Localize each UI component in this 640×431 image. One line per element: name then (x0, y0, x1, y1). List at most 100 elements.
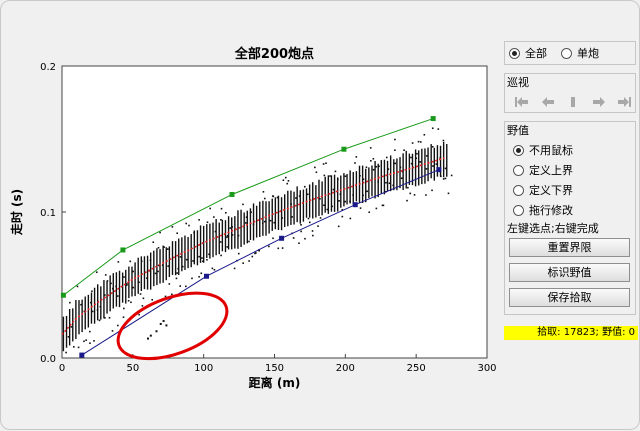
outlier-point (157, 246, 160, 249)
outlier-point (167, 265, 169, 267)
outlier-point (423, 133, 426, 136)
outlier-point (444, 167, 447, 170)
outlier-point (159, 322, 162, 325)
outlier-point (91, 290, 93, 293)
wild-radio-drag[interactable]: 拖行修改 (505, 200, 635, 220)
outlier-point (349, 217, 352, 220)
wild-radio-no-mouse[interactable]: 不用鼠标 (505, 140, 635, 160)
outlier-point (117, 324, 119, 327)
outlier-point (277, 247, 280, 250)
lower-bound-line-marker (436, 167, 442, 173)
mode-label-single: 单炮 (577, 47, 599, 60)
outlier-point (322, 163, 325, 165)
outlier-point (406, 199, 408, 202)
outlier-point (165, 324, 168, 327)
outlier-point (387, 168, 390, 170)
outlier-point (447, 192, 450, 195)
outlier-point (67, 336, 70, 338)
patrol-nav (505, 92, 635, 112)
outlier-point (432, 145, 434, 148)
outlier-point (276, 196, 279, 199)
patrol-title: 巡视 (507, 76, 529, 89)
outlier-point (147, 337, 149, 340)
save-picks-button[interactable]: 保存拾取 (509, 288, 630, 307)
outlier-point (176, 272, 178, 274)
outlier-point (220, 218, 222, 221)
outlier-point (201, 257, 203, 259)
outlier-point (307, 193, 309, 196)
radio-icon[interactable] (561, 47, 572, 59)
outlier-point (272, 237, 274, 240)
x-tick-label: 300 (477, 363, 496, 374)
mark-outliers-button[interactable]: 标识野值 (509, 263, 630, 282)
outlier-point (181, 265, 184, 268)
prev-icon[interactable] (539, 95, 557, 109)
outlier-point (419, 141, 422, 143)
first-icon[interactable] (513, 95, 531, 109)
outlier-point (409, 192, 412, 195)
mode-radio-all[interactable]: 全部 (509, 43, 547, 63)
mode-radio-single[interactable]: 单炮 (561, 43, 599, 63)
outlier-point (159, 231, 161, 234)
outlier-point (381, 204, 384, 207)
outlier-point (435, 163, 438, 165)
x-tick-label: 150 (265, 363, 284, 374)
upper-bound-line-marker (430, 116, 436, 122)
outlier-point (341, 208, 344, 211)
outlier-point (407, 186, 409, 189)
y-tick-label: 0.0 (40, 354, 56, 365)
radio-icon[interactable] (513, 184, 524, 196)
outlier-point (206, 258, 208, 261)
wild-radio-upper[interactable]: 定义上界 (505, 160, 635, 180)
wild-radio-lower[interactable]: 定义下界 (505, 180, 635, 200)
outlier-point (372, 168, 375, 171)
outlier-point (233, 267, 236, 270)
outlier-point (76, 285, 79, 288)
outlier-point (200, 272, 203, 275)
y-tick-label: 0.1 (40, 208, 56, 219)
outlier-point (431, 127, 434, 130)
radio-icon[interactable] (509, 47, 520, 59)
outlier-point (179, 256, 182, 258)
outlier-point (272, 195, 275, 198)
outlier-point (138, 281, 140, 284)
outlier-point (307, 217, 310, 220)
outlier-point (211, 267, 214, 270)
last-icon[interactable] (615, 95, 633, 109)
outlier-point (292, 237, 295, 239)
outlier-point (231, 234, 234, 236)
outlier-point (287, 180, 290, 182)
outlier-point (198, 219, 200, 221)
outlier-point (403, 149, 405, 151)
radio-icon[interactable] (513, 144, 524, 156)
outlier-point (344, 200, 346, 203)
outlier-point (315, 171, 318, 174)
outlier-point (442, 178, 445, 180)
control-panel: 全部 单炮 巡视 (504, 39, 636, 315)
outlier-point (319, 217, 322, 219)
plot-area (61, 65, 488, 359)
radio-icon[interactable] (513, 164, 524, 176)
outlier-point (213, 216, 215, 218)
next-icon[interactable] (590, 95, 608, 109)
radio-icon[interactable] (513, 204, 524, 216)
outlier-point (334, 170, 337, 173)
outlier-point (163, 246, 165, 248)
outlier-point (355, 156, 358, 158)
outlier-point (208, 253, 210, 256)
outlier-point (400, 177, 403, 180)
outlier-point (206, 221, 209, 224)
outlier-point (354, 162, 356, 164)
x-axis-label: 距离 (m) (249, 375, 301, 390)
outlier-point (337, 225, 340, 228)
outlier-point (244, 222, 247, 224)
reset-bounds-button[interactable]: 重置界限 (509, 238, 630, 257)
stop-icon[interactable] (564, 95, 582, 109)
outlier-point (291, 216, 293, 218)
outlier-point (138, 313, 140, 316)
wild-label-upper: 定义上界 (529, 164, 573, 177)
wild-label-no-mouse: 不用鼠标 (529, 144, 573, 157)
outlier-point (325, 162, 327, 165)
